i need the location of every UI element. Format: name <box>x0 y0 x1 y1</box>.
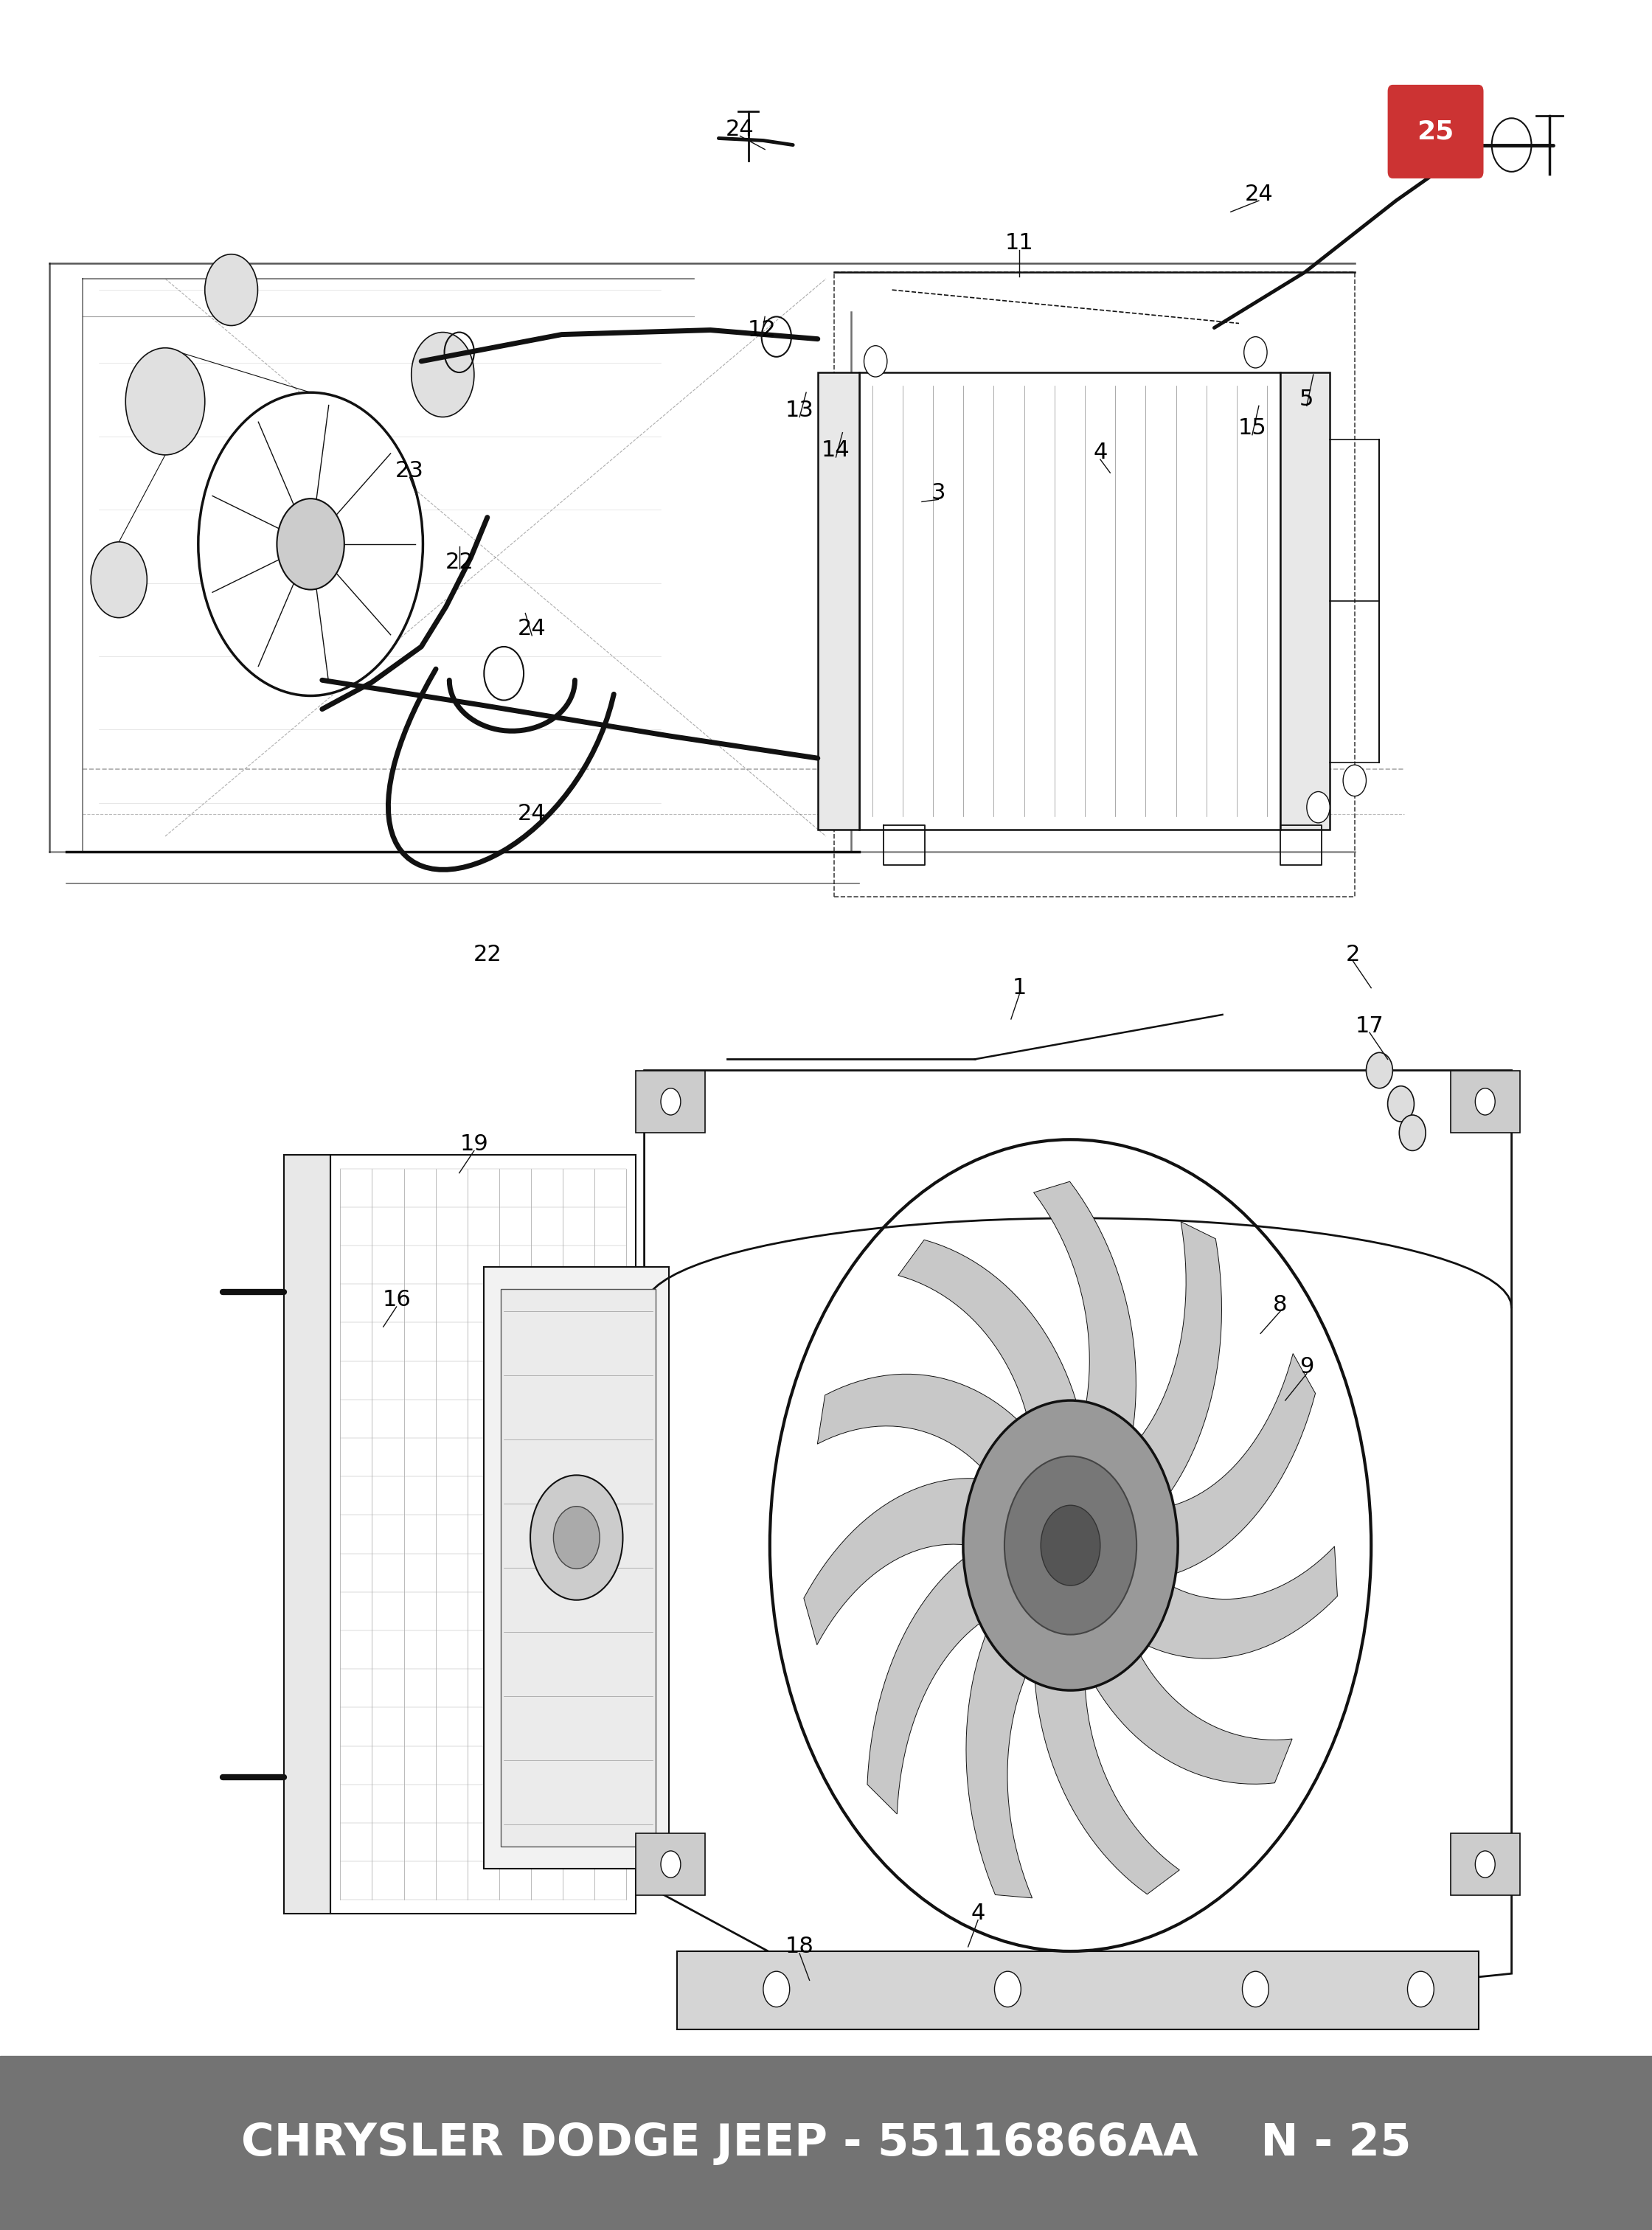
Text: 13: 13 <box>785 399 814 421</box>
Text: 12: 12 <box>747 319 776 341</box>
Text: 22: 22 <box>472 943 502 966</box>
Circle shape <box>1244 337 1267 368</box>
Polygon shape <box>1112 1222 1222 1528</box>
Circle shape <box>530 1476 623 1601</box>
Circle shape <box>661 1851 681 1878</box>
Polygon shape <box>867 1536 1014 1813</box>
Polygon shape <box>818 1374 1047 1501</box>
FancyBboxPatch shape <box>1388 85 1483 178</box>
Text: 4: 4 <box>971 1902 985 1924</box>
Text: 11: 11 <box>1004 232 1034 254</box>
Text: 19: 19 <box>459 1133 489 1155</box>
Circle shape <box>91 542 147 618</box>
Bar <box>484 1267 669 1869</box>
Text: 23: 23 <box>395 459 425 482</box>
Circle shape <box>661 1088 681 1115</box>
Circle shape <box>1399 1115 1426 1151</box>
Circle shape <box>1242 1971 1269 2007</box>
Polygon shape <box>1074 1612 1292 1784</box>
Circle shape <box>1366 1053 1393 1088</box>
Bar <box>636 1833 705 1896</box>
Text: 15: 15 <box>1237 417 1267 439</box>
Text: 17: 17 <box>1355 1015 1384 1037</box>
Text: 24: 24 <box>1244 183 1274 205</box>
Bar <box>1280 372 1330 830</box>
Text: 2: 2 <box>1346 943 1360 966</box>
Bar <box>0 2056 1652 2230</box>
Circle shape <box>864 346 887 377</box>
Circle shape <box>198 392 423 696</box>
Circle shape <box>1475 1851 1495 1878</box>
Circle shape <box>995 1971 1021 2007</box>
Text: 9: 9 <box>1300 1356 1313 1378</box>
Text: 1: 1 <box>1013 977 1026 999</box>
Polygon shape <box>805 1478 1014 1646</box>
Text: 16: 16 <box>382 1289 411 1311</box>
Text: 24: 24 <box>725 118 755 140</box>
Text: 3: 3 <box>932 482 945 504</box>
Bar <box>677 1951 1479 2029</box>
Text: 24: 24 <box>517 803 547 825</box>
Text: 22: 22 <box>444 551 474 573</box>
Circle shape <box>1004 1456 1137 1635</box>
Circle shape <box>763 1971 790 2007</box>
Polygon shape <box>644 1070 1512 2018</box>
Circle shape <box>411 332 474 417</box>
Polygon shape <box>1034 1628 1180 1893</box>
Text: 5: 5 <box>1300 388 1313 410</box>
Text: 8: 8 <box>1274 1293 1287 1316</box>
Polygon shape <box>966 1590 1047 1898</box>
Circle shape <box>963 1400 1178 1690</box>
Text: CHRYSLER DODGE JEEP - 55116866AA    N - 25: CHRYSLER DODGE JEEP - 55116866AA N - 25 <box>241 2121 1411 2165</box>
Circle shape <box>126 348 205 455</box>
Circle shape <box>278 500 344 589</box>
Bar <box>330 1155 636 1913</box>
Text: 4: 4 <box>1094 442 1107 464</box>
Text: 25: 25 <box>1417 118 1454 145</box>
Polygon shape <box>899 1240 1087 1463</box>
Circle shape <box>553 1507 600 1570</box>
Bar <box>859 372 1280 830</box>
Text: 14: 14 <box>821 439 851 462</box>
Circle shape <box>1307 792 1330 823</box>
Circle shape <box>1475 1088 1495 1115</box>
Bar <box>284 1155 330 1913</box>
Bar <box>1450 1070 1520 1133</box>
Bar <box>636 1070 705 1133</box>
Circle shape <box>1343 765 1366 796</box>
Circle shape <box>205 254 258 326</box>
Bar <box>818 372 859 830</box>
Bar <box>1450 1833 1520 1896</box>
Text: 18: 18 <box>785 1936 814 1958</box>
Polygon shape <box>1112 1545 1338 1659</box>
Text: 24: 24 <box>517 618 547 640</box>
Circle shape <box>1041 1505 1100 1586</box>
Bar <box>834 272 1355 896</box>
Bar <box>501 1289 656 1846</box>
Polygon shape <box>1137 1354 1315 1581</box>
Circle shape <box>1388 1086 1414 1122</box>
Circle shape <box>1408 1971 1434 2007</box>
Polygon shape <box>1034 1182 1137 1478</box>
